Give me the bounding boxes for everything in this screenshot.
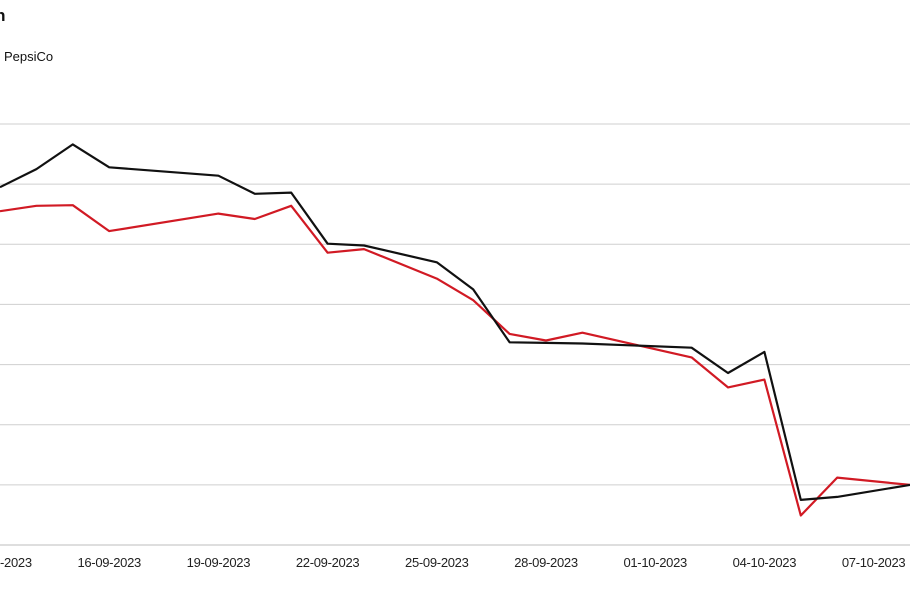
x-tick-label: 16-09-2023 (77, 555, 141, 570)
series-line-0 (0, 143, 910, 501)
legend-label-pepsico: PepsiCo (4, 49, 54, 64)
series-line-1 (0, 204, 910, 517)
x-tick-label: 07-10-2023 (842, 555, 906, 570)
x-tick-label: 13-09-2023 (0, 555, 32, 570)
legend: PepsiCo (0, 49, 53, 64)
x-tick-label: 22-09-2023 (296, 555, 360, 570)
x-tick-label: 01-10-2023 (623, 555, 687, 570)
chart-title: en (0, 6, 6, 25)
x-tick-label: 19-09-2023 (187, 555, 251, 570)
x-tick-label: 04-10-2023 (733, 555, 797, 570)
x-tick-label: 25-09-2023 (405, 555, 469, 570)
x-tick-label: 28-09-2023 (514, 555, 578, 570)
